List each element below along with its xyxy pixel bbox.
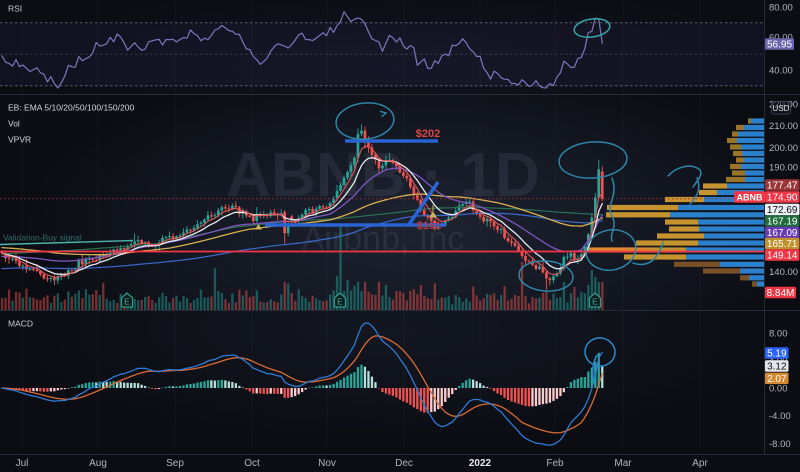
svg-text:$161: $161	[417, 220, 441, 232]
svg-text:0.00: 0.00	[769, 384, 788, 395]
svg-text:E: E	[592, 297, 598, 307]
svg-text:5.19: 5.19	[767, 349, 787, 360]
svg-text:Apr: Apr	[692, 458, 708, 469]
svg-text:3.12: 3.12	[767, 362, 787, 373]
svg-text:149.14: 149.14	[767, 251, 798, 262]
svg-text:Oct: Oct	[244, 458, 260, 469]
svg-text:2022: 2022	[469, 458, 492, 469]
svg-text:Vol: Vol	[8, 119, 20, 129]
svg-text:Nov: Nov	[318, 458, 336, 469]
svg-text:167.19: 167.19	[767, 217, 798, 228]
svg-text:RSI: RSI	[8, 4, 22, 14]
svg-text:60.00: 60.00	[769, 33, 793, 44]
svg-text:177.47: 177.47	[767, 181, 798, 192]
svg-text:80.00: 80.00	[769, 3, 793, 14]
svg-text:56.95: 56.95	[767, 40, 792, 51]
svg-text:USD: USD	[773, 104, 790, 113]
svg-text:EB: EMA 5/10/20/50/100/150/200: EB: EMA 5/10/20/50/100/150/200	[8, 103, 134, 113]
svg-text:Dec: Dec	[395, 458, 413, 469]
svg-text:Aug: Aug	[89, 458, 107, 469]
svg-text:200.00: 200.00	[769, 143, 798, 154]
svg-text:Mar: Mar	[614, 458, 632, 469]
svg-text:8.84M: 8.84M	[767, 288, 795, 299]
svg-text:8.00: 8.00	[769, 329, 788, 340]
svg-text:VPVR: VPVR	[8, 135, 31, 145]
svg-text:E: E	[337, 297, 343, 307]
svg-text:174.90: 174.90	[767, 193, 798, 204]
svg-text:40.00: 40.00	[769, 66, 793, 77]
svg-text:$202: $202	[416, 128, 440, 140]
svg-text:Validation-Buy signal: Validation-Buy signal	[3, 233, 82, 243]
svg-text:167.09: 167.09	[767, 228, 798, 239]
svg-text:172.69: 172.69	[767, 205, 798, 216]
svg-text:140.00: 140.00	[769, 267, 798, 278]
svg-text:ABNB: ABNB	[737, 192, 763, 202]
svg-text:-4.00: -4.00	[769, 411, 791, 422]
svg-text:Feb: Feb	[546, 458, 564, 469]
svg-text:210.00: 210.00	[769, 121, 798, 132]
svg-text:Sep: Sep	[166, 458, 184, 469]
svg-text:E: E	[124, 297, 130, 307]
svg-text:2.07: 2.07	[767, 374, 787, 385]
svg-text:165.71: 165.71	[767, 239, 798, 250]
svg-text:ABNB · 1D: ABNB · 1D	[226, 141, 539, 210]
svg-text:-8.00: -8.00	[769, 439, 791, 450]
svg-text:Jul: Jul	[16, 458, 29, 469]
svg-text:190.00: 190.00	[769, 163, 798, 174]
svg-text:MACD: MACD	[8, 319, 33, 329]
